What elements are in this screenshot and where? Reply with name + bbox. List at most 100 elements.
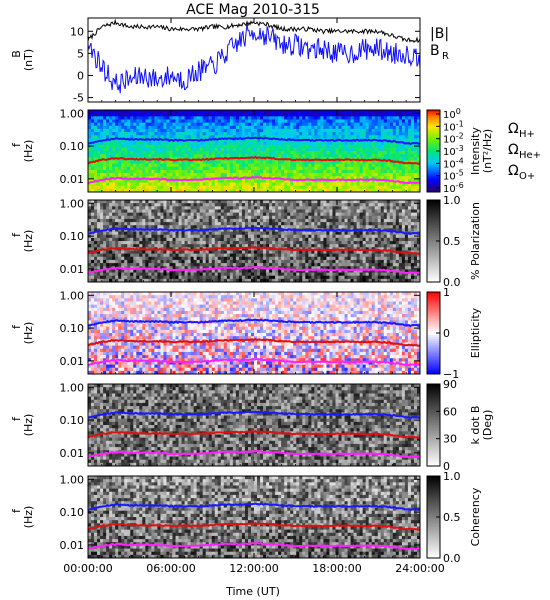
- coherency-panel-gyro-he-line: [87, 521, 421, 531]
- coherency-panel-colorbar-cell: [427, 533, 440, 536]
- polarization-panel-ytick-label: 0.10: [60, 230, 85, 243]
- polarization-panel-colorbar-cell: [427, 271, 440, 275]
- polarization-panel-colorbar-cell: [427, 238, 440, 242]
- polarization-panel-colorbar-cell: [427, 212, 440, 215]
- polarization-panel-colorbar-cell: [427, 261, 440, 264]
- kdotb-panel-gyro-he-line: [87, 429, 421, 439]
- ellipticity-panel-colorbar-cell: [427, 369, 440, 373]
- coherency-panel-colorbar-cell: [427, 529, 440, 532]
- polarization-panel-colorbar-cell: [427, 277, 440, 281]
- ellipticity-panel-colorbar-cell: [427, 304, 440, 307]
- polarization-panel-colorbar-cell: [427, 216, 440, 219]
- ellipticity-panel-colorbar-cell: [427, 294, 440, 297]
- ellipticity-panel-colorbar-cell: [427, 333, 440, 336]
- ellipticity-panel-colorbar-cell: [427, 296, 440, 299]
- kdotb-panel-colorbar-cell: [427, 457, 440, 461]
- polarization-panel-colorbar-cell: [427, 259, 440, 262]
- ellipticity-panel-colorbar-cell: [427, 347, 440, 350]
- coherency-panel-colorbar-label: Coherency: [469, 487, 482, 546]
- polarization-panel-colorbar-cell: [427, 236, 440, 240]
- kdotb-panel-colorbar-label-unit: (Deg): [481, 410, 494, 441]
- ellipticity-panel-ylabel: f: [10, 324, 23, 329]
- intensity-colorbar-cell: [427, 163, 440, 166]
- polarization-panel-ylabel-unit: (Hz): [22, 230, 35, 253]
- intensity-colorbar-cell: [427, 159, 440, 162]
- coherency-panel-colorbar-cell: [427, 555, 440, 559]
- intensity-colorbar-cell: [427, 155, 440, 158]
- x-tick-label: 00:00:00: [63, 562, 112, 575]
- kdotb-panel-colorbar-cell: [427, 406, 440, 409]
- ellipticity-panel-colorbar-cell: [427, 326, 440, 330]
- kdotb-panel-colorbar-cell: [427, 388, 440, 391]
- polarization-panel-colorbar-cell: [427, 210, 440, 213]
- intensity-panel-gyro-o-line: [87, 175, 421, 185]
- ellipticity-panel-colorbar-cell: [427, 298, 440, 301]
- intensity-colorbar-cell: [427, 157, 440, 160]
- polarization-panel-colorbar-cell: [427, 257, 440, 260]
- kdotb-panel-colorbar-cell: [427, 435, 440, 438]
- polarization-panel-ytick-label: 0.01: [60, 263, 85, 276]
- coherency-panel-colorbar-cell: [427, 545, 440, 549]
- polarization-panel-colorbar-cell: [427, 226, 440, 230]
- ellipticity-panel-colorbar-cell: [427, 361, 440, 365]
- kdotb-panel-ylabel: f: [10, 416, 23, 421]
- kdotb-panel-colorbar-cell: [427, 427, 440, 430]
- intensity-panel-ytick-label: 0.01: [60, 173, 85, 186]
- intensity-colorbar-cell: [427, 175, 440, 179]
- intensity-colorbar-cell: [427, 112, 440, 115]
- ellipticity-panel-colorbar-cell: [427, 367, 440, 371]
- ellipticity-panel-colorbar-cell: [427, 324, 440, 328]
- intensity-colorbar-cell: [427, 140, 440, 144]
- coherency-panel-colorbar-cell: [427, 547, 440, 551]
- ellipticity-panel-colorbar-cell: [427, 343, 440, 346]
- coherency-panel-colorbar-tick-label: 1.0: [443, 470, 461, 483]
- intensity-colorbar-cell: [427, 122, 440, 125]
- ellipticity-panel-colorbar-cell: [427, 351, 440, 354]
- polarization-panel-colorbar-cell: [427, 234, 440, 238]
- intensity-colorbar-cell: [427, 148, 440, 152]
- ellipticity-panel-colorbar-cell: [427, 345, 440, 348]
- kdotb-panel-colorbar-cell: [427, 437, 440, 440]
- intensity-panel-ytick-label: 0.10: [60, 140, 85, 153]
- kdotb-panel-colorbar-cell: [427, 396, 440, 399]
- coherency-panel-colorbar-cell: [427, 486, 440, 489]
- b-ytick-label: -5: [73, 92, 84, 105]
- coherency-panel-colorbar-cell: [427, 543, 440, 547]
- kdotb-panel-colorbar-frame: [426, 383, 441, 467]
- ellipticity-panel-colorbar-cell: [427, 314, 440, 317]
- kdotb-panel-colorbar-cell: [427, 451, 440, 455]
- kdotb-panel-colorbar-cell: [427, 414, 440, 418]
- coherency-panel-colorbar-cell: [427, 525, 440, 528]
- kdotb-panel-colorbar-label: k dot B: [469, 406, 482, 445]
- gyro-legend-h-sub: H+: [519, 129, 535, 140]
- intensity-colorbar-label-unit: (nT²/Hz): [481, 129, 494, 173]
- polarization-panel-colorbar-cell: [427, 228, 440, 232]
- ellipticity-panel-gyro-he-line: [87, 337, 421, 347]
- kdotb-panel-colorbar-cell: [427, 408, 440, 412]
- coherency-panel-colorbar-cell: [427, 512, 440, 516]
- legend-b-total: |B|: [430, 26, 449, 42]
- ellipticity-panel-colorbar-cell: [427, 328, 440, 332]
- coherency-panel-colorbar-cell: [427, 494, 440, 497]
- intensity-colorbar-cell: [427, 132, 440, 135]
- coherency-panel-colorbar-cell: [427, 480, 440, 483]
- intensity-colorbar-cell: [427, 173, 440, 176]
- kdotb-panel-colorbar-cell: [427, 441, 440, 444]
- kdotb-panel-colorbar-cell: [427, 433, 440, 436]
- ellipticity-panel-colorbar-cell: [427, 292, 440, 295]
- coherency-panel-colorbar-cell: [427, 488, 440, 491]
- intensity-colorbar-cell: [427, 144, 440, 148]
- polarization-panel-colorbar-cell: [427, 247, 440, 250]
- kdotb-panel-colorbar-tick-label: 60: [443, 405, 457, 418]
- gyro-legend-he: Ω: [508, 142, 519, 158]
- coherency-panel-colorbar-cell: [427, 553, 440, 557]
- intensity-panel-ytick-label: 1.00: [60, 107, 85, 120]
- ellipticity-panel-colorbar-cell: [427, 306, 440, 309]
- intensity-colorbar-cell: [427, 183, 440, 187]
- kdotb-panel-colorbar-cell: [427, 425, 440, 428]
- coherency-panel-colorbar-cell: [427, 549, 440, 553]
- polarization-panel-gyro-he-line: [87, 245, 421, 255]
- coherency-panel-colorbar-cell: [427, 514, 440, 518]
- kdotb-panel-ytick-label: 0.10: [60, 414, 85, 427]
